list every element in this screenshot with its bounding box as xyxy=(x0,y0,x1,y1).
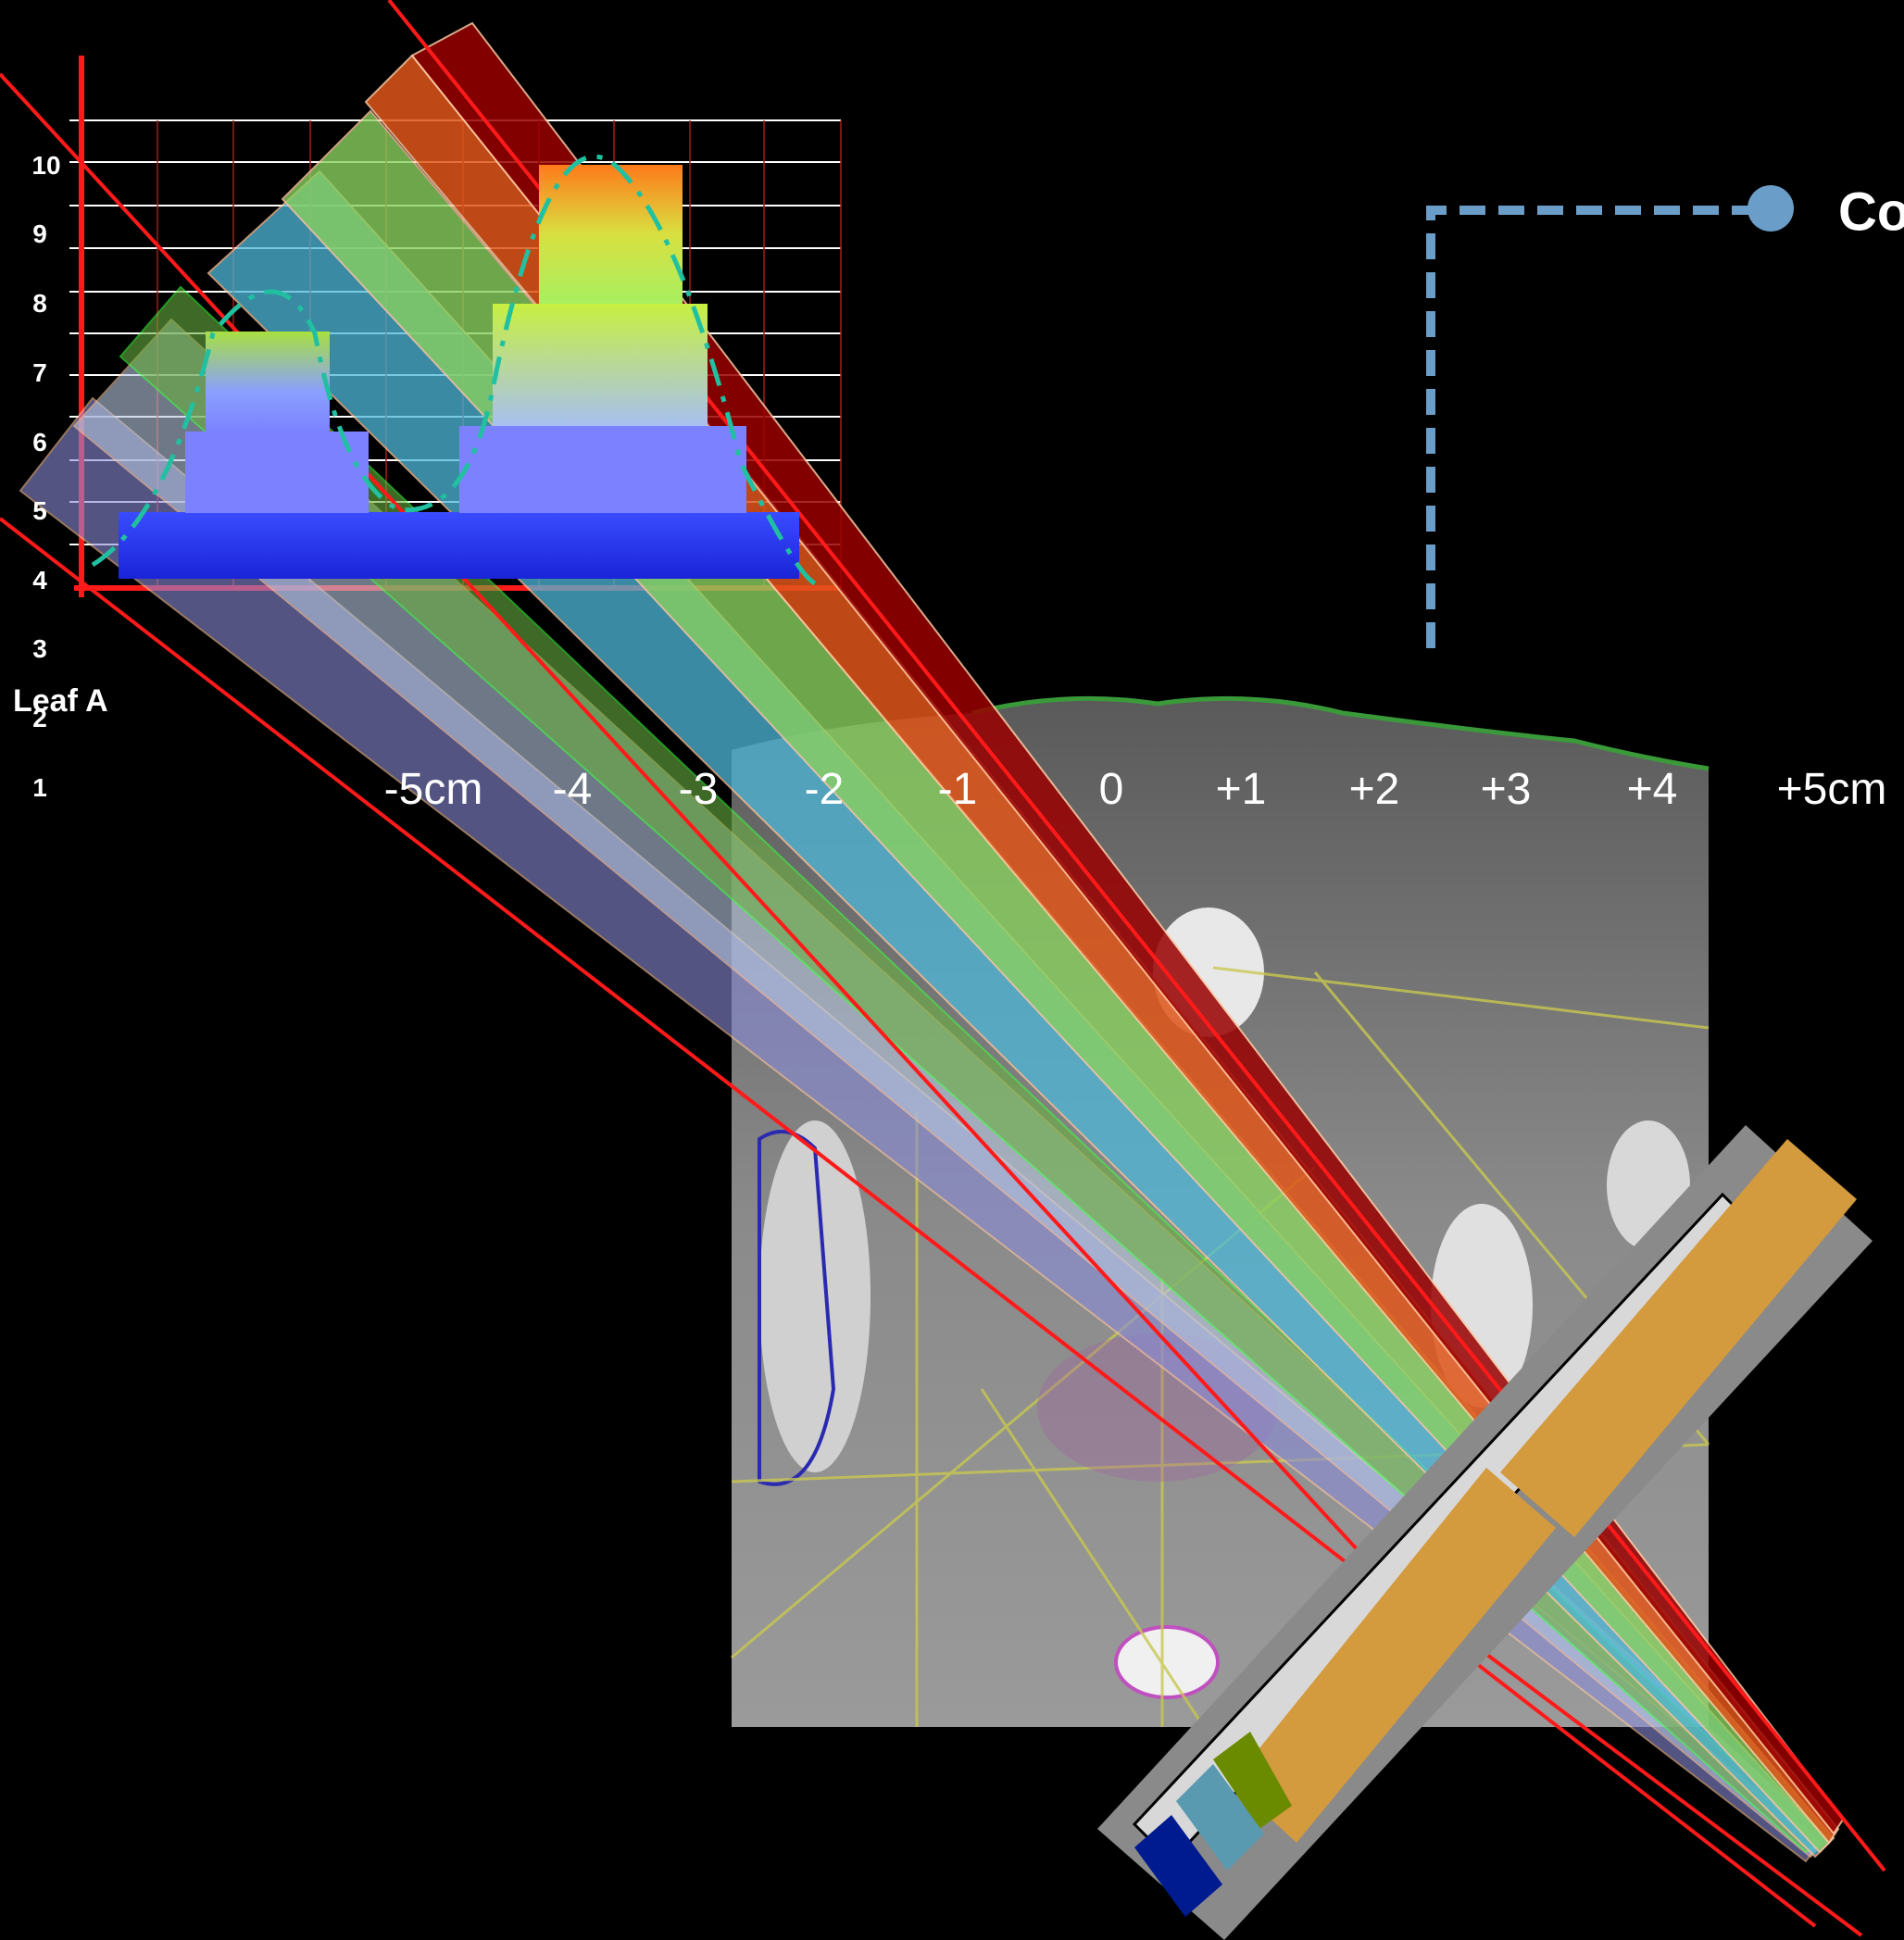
leaf-navy xyxy=(1134,1815,1222,1917)
y-tick: 2 xyxy=(32,704,47,732)
mlc-collimator xyxy=(1097,1125,1873,1940)
leaf-lower xyxy=(1232,1468,1556,1843)
y-tick: 3 xyxy=(32,634,47,663)
leaf-teal xyxy=(1176,1764,1264,1871)
x-tick: -3 xyxy=(679,765,719,814)
y-tick: 10 xyxy=(31,151,60,180)
leaf-label: Leaf A xyxy=(13,683,108,719)
y-tick: 7 xyxy=(32,358,47,387)
x-tick: +4 xyxy=(1627,765,1678,814)
y-tick: 8 xyxy=(32,289,47,318)
leaf-upper xyxy=(1500,1139,1857,1537)
leaf-olive xyxy=(1213,1732,1292,1829)
dose-profile-curves xyxy=(91,154,817,586)
legend-label: Co xyxy=(1838,181,1904,242)
x-tick: +5cm xyxy=(1777,765,1887,814)
legend-dot-icon xyxy=(1747,185,1794,232)
y-tick: 6 xyxy=(32,428,47,457)
y-tick: 5 xyxy=(32,496,47,525)
x-tick: -5cm xyxy=(384,765,483,814)
legend: Co xyxy=(1426,181,1904,648)
x-tick: 0 xyxy=(1099,765,1124,814)
x-tick: -4 xyxy=(553,765,593,814)
x-tick: +3 xyxy=(1481,765,1532,814)
x-tick: +1 xyxy=(1216,765,1267,814)
x-axis-labels: -5cm -4 -3 -2 -1 0 +1 +2 +3 +4 +5cm xyxy=(384,765,1887,814)
fluence-bars xyxy=(119,165,799,579)
x-tick: +2 xyxy=(1349,765,1400,814)
y-tick: 4 xyxy=(32,566,47,595)
x-tick: -1 xyxy=(938,765,978,814)
y-tick: 9 xyxy=(32,219,47,248)
y-tick: 1 xyxy=(32,773,47,802)
x-tick: -2 xyxy=(805,765,845,814)
y-axis-labels: 10 9 8 7 6 5 4 3 2 1 xyxy=(31,151,60,802)
